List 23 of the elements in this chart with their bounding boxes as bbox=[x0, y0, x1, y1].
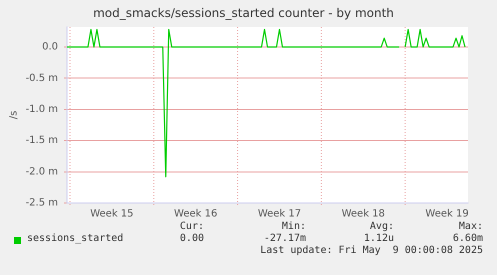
y-tick-label: -2.0 m bbox=[26, 166, 58, 178]
text: Max: bbox=[458, 221, 483, 232]
x-tick-label: Week 19 bbox=[425, 208, 469, 220]
text: Cur: bbox=[180, 221, 204, 232]
x-tick-label: Week 16 bbox=[174, 208, 218, 220]
y-tick-label: -0.5 m bbox=[26, 72, 58, 84]
y-tick-label: 0.0 bbox=[42, 42, 58, 53]
text: Avg: bbox=[370, 221, 394, 232]
text: 0.00 bbox=[180, 233, 204, 244]
text: Min: bbox=[282, 221, 306, 232]
text: Last update: Fri May 9 00:00:08 2025 bbox=[260, 245, 483, 256]
x-tick-label: Week 17 bbox=[258, 208, 302, 220]
y-tick-label: -1.5 m bbox=[26, 135, 58, 146]
y-tick-label: -1.0 m bbox=[26, 104, 58, 115]
y-axis-title: /s bbox=[8, 110, 20, 120]
x-tick-label: Week 18 bbox=[342, 208, 385, 220]
legend-label: sessions_started bbox=[27, 233, 124, 244]
x-tick-label: Week 15 bbox=[90, 208, 134, 220]
text: -27.17m bbox=[264, 233, 306, 244]
chart-title: mod_smacks/sessions_started counter - by month bbox=[93, 6, 394, 20]
text: 1.12u bbox=[364, 233, 394, 244]
y-tick-label: -2.5 m bbox=[26, 198, 58, 209]
text: 6.60m bbox=[452, 233, 483, 244]
